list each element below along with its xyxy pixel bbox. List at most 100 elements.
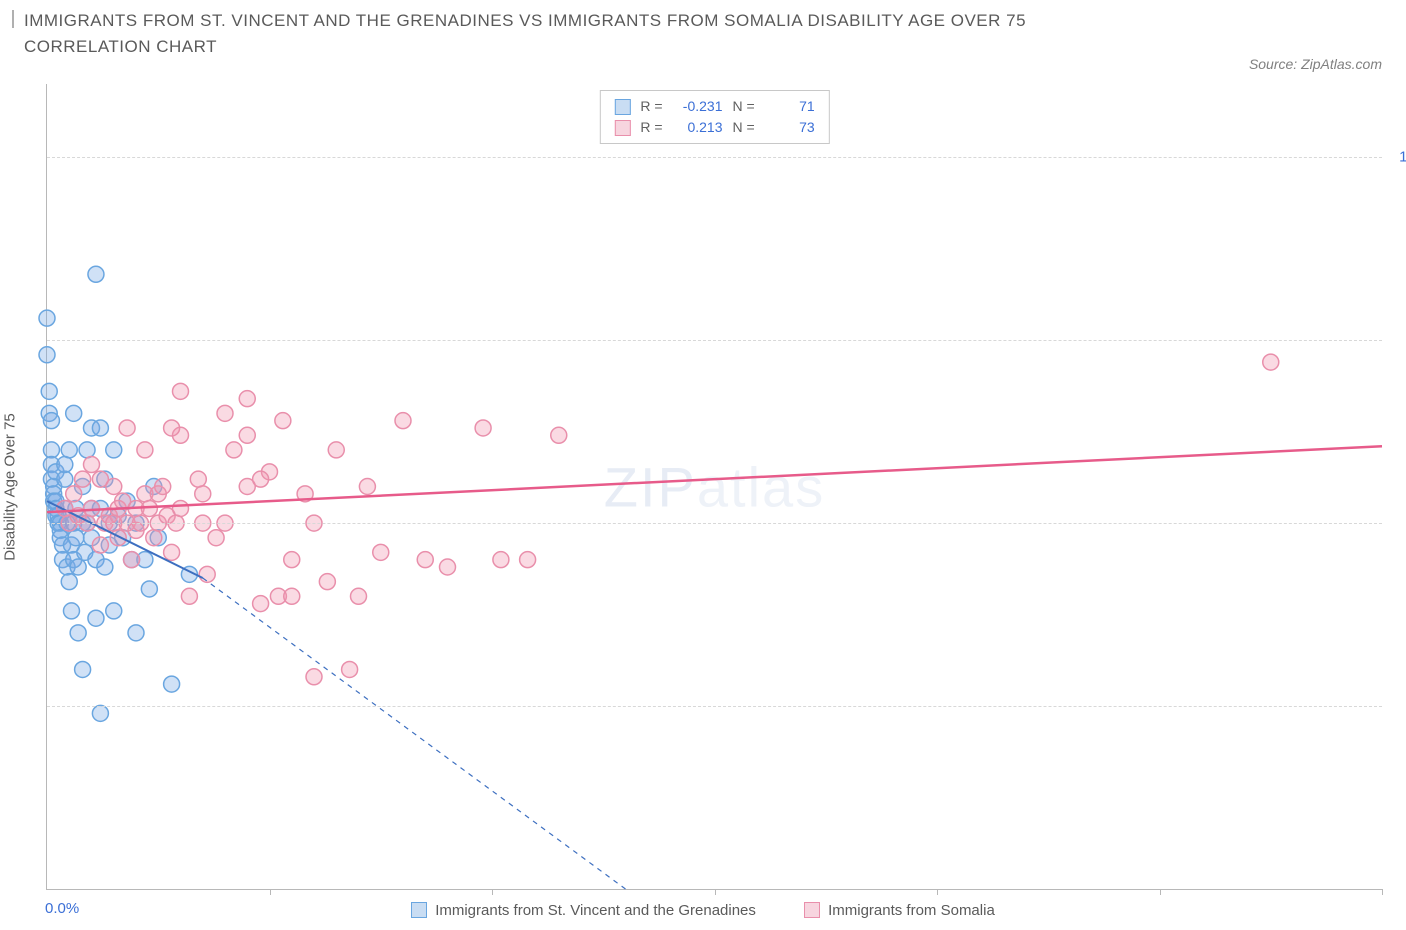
y-axis-label: Disability Age Over 75	[2, 413, 19, 561]
chart-title: IMMIGRANTS FROM ST. VINCENT AND THE GREN…	[24, 8, 1146, 59]
scatter-point	[66, 486, 82, 502]
trend-line-extrapolated	[203, 578, 626, 889]
r-label: R =	[640, 96, 662, 117]
scatter-point	[88, 266, 104, 282]
scatter-point	[68, 530, 84, 546]
swatch-series2	[804, 902, 820, 918]
series2-name: Immigrants from Somalia	[828, 902, 995, 919]
r-label: R =	[640, 117, 662, 138]
scatter-point	[137, 442, 153, 458]
series-legend: Immigrants from St. Vincent and the Gren…	[0, 902, 1406, 923]
scatter-point	[92, 537, 108, 553]
scatter-point	[493, 552, 509, 568]
scatter-point	[97, 559, 113, 575]
scatter-point	[226, 442, 242, 458]
scatter-svg	[47, 84, 1382, 889]
scatter-point	[306, 669, 322, 685]
scatter-point	[70, 625, 86, 641]
scatter-point	[124, 552, 140, 568]
legend-row-series1: R = -0.231 N = 71	[614, 96, 814, 117]
scatter-point	[351, 588, 367, 604]
scatter-point	[275, 413, 291, 429]
scatter-point	[417, 552, 433, 568]
grid-line	[47, 523, 1382, 524]
r-value-2: 0.213	[673, 117, 723, 138]
scatter-point	[128, 625, 144, 641]
scatter-point	[199, 566, 215, 582]
scatter-point	[239, 427, 255, 443]
scatter-point	[173, 383, 189, 399]
scatter-point	[57, 457, 73, 473]
scatter-point	[57, 471, 73, 487]
swatch-series1	[614, 99, 630, 115]
scatter-point	[92, 420, 108, 436]
scatter-point	[239, 391, 255, 407]
grid-line	[47, 157, 1382, 158]
scatter-point	[173, 500, 189, 516]
scatter-point	[253, 471, 269, 487]
r-value-1: -0.231	[673, 96, 723, 117]
scatter-point	[475, 420, 491, 436]
scatter-point	[66, 405, 82, 421]
n-label: N =	[733, 117, 755, 138]
scatter-point	[359, 479, 375, 495]
scatter-point	[110, 530, 126, 546]
scatter-point	[84, 457, 100, 473]
scatter-point	[208, 530, 224, 546]
scatter-point	[1263, 354, 1279, 370]
scatter-point	[75, 471, 91, 487]
scatter-point	[146, 530, 162, 546]
x-tick	[1382, 889, 1383, 895]
scatter-point	[440, 559, 456, 575]
n-label: N =	[733, 96, 755, 117]
legend-row-series2: R = 0.213 N = 73	[614, 117, 814, 138]
scatter-point	[63, 603, 79, 619]
scatter-point	[551, 427, 567, 443]
scatter-point	[195, 486, 211, 502]
legend-item-series1: Immigrants from St. Vincent and the Gren…	[411, 902, 756, 919]
scatter-plot: ZIPatlas R = -0.231 N = 71 R = 0.213 N =…	[46, 84, 1382, 890]
scatter-point	[520, 552, 536, 568]
scatter-point	[119, 420, 135, 436]
scatter-point	[41, 383, 57, 399]
title-accent	[12, 10, 20, 28]
scatter-point	[43, 442, 59, 458]
grid-line	[47, 706, 1382, 707]
scatter-point	[61, 574, 77, 590]
scatter-point	[155, 479, 171, 495]
scatter-point	[342, 661, 358, 677]
correlation-legend: R = -0.231 N = 71 R = 0.213 N = 73	[599, 90, 829, 144]
x-tick	[715, 889, 716, 895]
plot-area: Disability Age Over 75 ZIPatlas R = -0.2…	[46, 84, 1382, 890]
scatter-point	[164, 420, 180, 436]
source-attribution: Source: ZipAtlas.com	[1249, 56, 1382, 72]
scatter-point	[395, 413, 411, 429]
scatter-point	[39, 347, 55, 363]
grid-line	[47, 340, 1382, 341]
scatter-point	[284, 552, 300, 568]
scatter-point	[181, 588, 197, 604]
swatch-series2	[614, 120, 630, 136]
scatter-point	[217, 405, 233, 421]
scatter-point	[284, 588, 300, 604]
x-tick	[1160, 889, 1161, 895]
scatter-point	[164, 676, 180, 692]
x-tick	[937, 889, 938, 895]
x-tick	[492, 889, 493, 895]
scatter-point	[106, 603, 122, 619]
series1-name: Immigrants from St. Vincent and the Gren…	[435, 902, 756, 919]
swatch-series1	[411, 902, 427, 918]
scatter-point	[319, 574, 335, 590]
scatter-point	[79, 442, 95, 458]
scatter-point	[39, 310, 55, 326]
scatter-point	[328, 442, 344, 458]
scatter-point	[190, 471, 206, 487]
scatter-point	[43, 413, 59, 429]
scatter-point	[141, 581, 157, 597]
x-tick	[270, 889, 271, 895]
scatter-point	[88, 610, 104, 626]
scatter-point	[373, 544, 389, 560]
scatter-point	[92, 471, 108, 487]
scatter-point	[70, 559, 86, 575]
scatter-point	[106, 442, 122, 458]
